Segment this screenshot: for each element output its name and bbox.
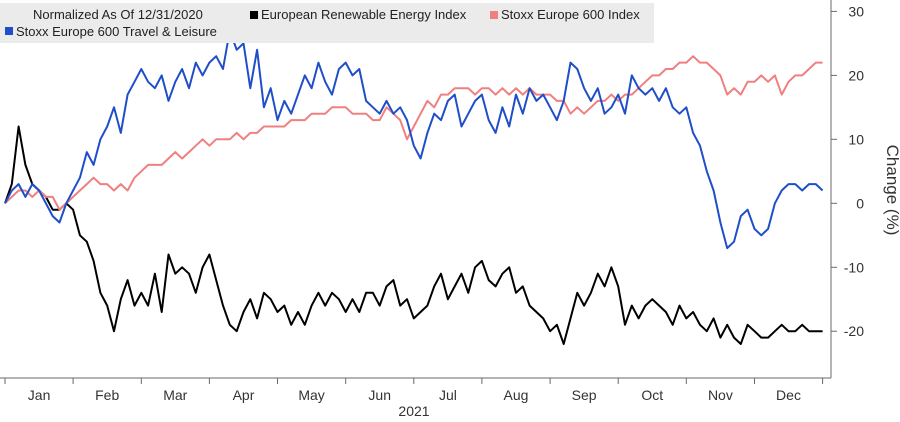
series-line-0: [4, 125, 823, 345]
legend-swatch-renewable: [250, 11, 258, 19]
y-tick-label: 0: [856, 195, 864, 211]
x-tick-label: Jan: [28, 387, 51, 403]
x-tick-label: Sep: [572, 387, 597, 403]
x-tick-label: Dec: [776, 387, 801, 403]
y-tick-label: 10: [848, 131, 864, 147]
y-tick-label: -10: [844, 259, 864, 275]
legend-label-renewable: European Renewable Energy Index: [261, 7, 467, 22]
x-tick-label: Jun: [368, 387, 391, 403]
x-tick-label: Nov: [708, 387, 733, 403]
legend-header: Normalized As Of 12/31/2020: [33, 7, 203, 22]
x-tick-label: Jul: [439, 387, 457, 403]
y-tick-label: -20: [844, 323, 864, 339]
x-axis-year-label: 2021: [398, 403, 429, 419]
x-tick-label: Feb: [95, 387, 119, 403]
x-tick-label: Mar: [163, 387, 187, 403]
x-tick-label: Aug: [504, 387, 529, 403]
x-tick-label: Apr: [233, 387, 255, 403]
x-tick-label: Oct: [641, 387, 663, 403]
legend: Normalized As Of 12/31/2020 European Ren…: [0, 3, 654, 43]
y-tick-label: 30: [848, 3, 864, 19]
legend-label-stoxx600: Stoxx Europe 600 Index: [501, 7, 640, 22]
legend-label-travel: Stoxx Europe 600 Travel & Leisure: [16, 24, 217, 39]
y-axis-title: Change (%): [883, 145, 900, 236]
legend-background: [0, 3, 654, 43]
legend-swatch-travel: [5, 27, 13, 35]
y-tick-label: 20: [848, 67, 864, 83]
legend-swatch-stoxx600: [490, 11, 498, 19]
series-line-2: [4, 29, 824, 250]
series-line-1: [4, 55, 823, 211]
x-tick-label: May: [298, 387, 324, 403]
